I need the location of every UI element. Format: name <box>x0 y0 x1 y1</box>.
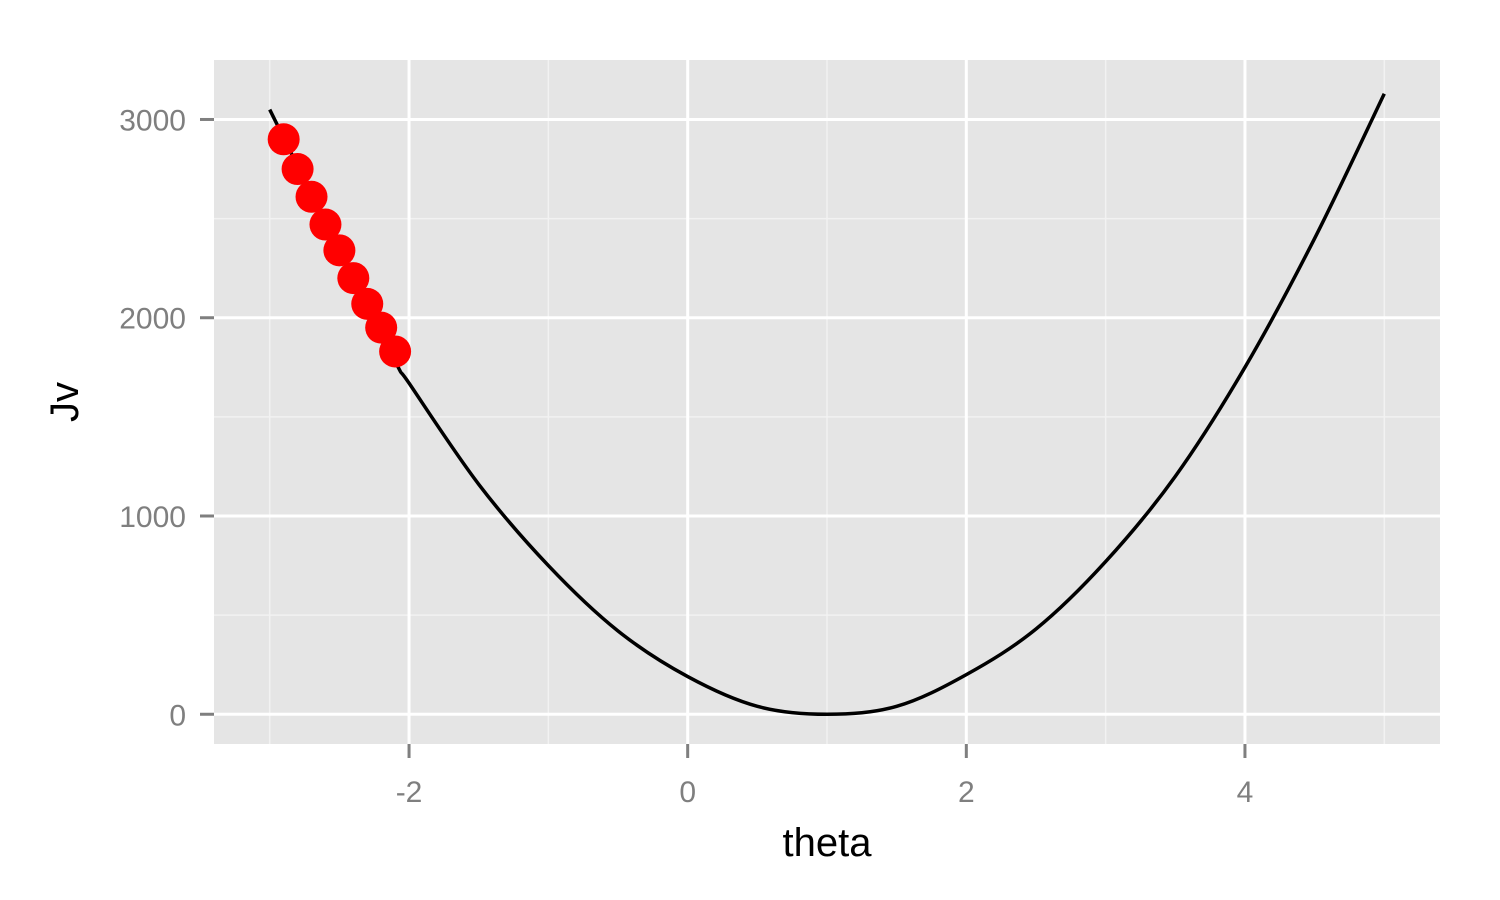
x-tick-label: 2 <box>958 776 975 809</box>
minor-grid <box>214 60 1440 744</box>
x-tick-label: 0 <box>679 776 696 809</box>
gradient-step-point <box>337 262 370 295</box>
gradient-step-point <box>281 153 314 186</box>
gradient-step-point <box>267 123 300 156</box>
gradient-step-point <box>379 335 412 368</box>
y-axis-title: Jv <box>43 382 87 422</box>
y-tick-label: 1000 <box>119 501 186 534</box>
series-layer <box>267 92 1386 717</box>
y-tick-label: 3000 <box>119 104 186 137</box>
tick-labels: -2 0 2 4 0 1000 2000 3000 <box>119 104 1253 809</box>
gradient-step-point <box>365 311 398 344</box>
x-tick-label: 4 <box>1237 776 1254 809</box>
gradient-step-point <box>309 208 342 241</box>
gradient-step-point <box>351 287 384 320</box>
major-grid <box>214 60 1440 744</box>
cost-curve-line <box>268 92 1386 717</box>
gradient-step-point <box>295 180 328 213</box>
y-tick-label: 0 <box>169 699 186 732</box>
x-tick-label: -2 <box>396 776 423 809</box>
gradient-step-point <box>323 234 356 267</box>
x-axis-title: theta <box>783 821 873 865</box>
y-tick-label: 2000 <box>119 303 186 336</box>
axis-ticks <box>200 117 1247 758</box>
